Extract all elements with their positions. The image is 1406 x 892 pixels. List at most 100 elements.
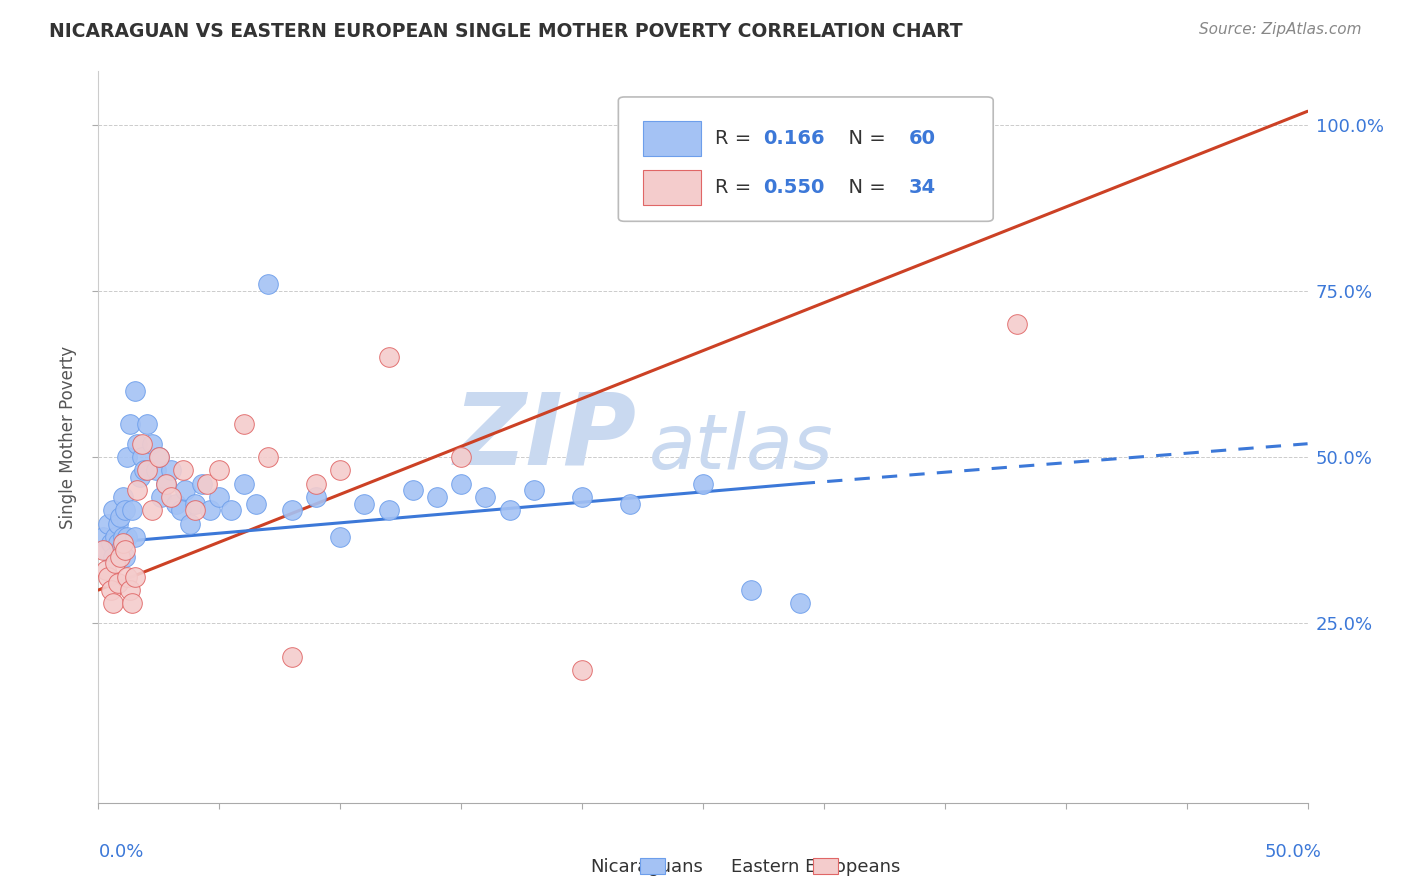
Point <box>101 549 124 564</box>
Point <box>145 463 167 477</box>
Point <box>232 476 254 491</box>
Point <box>174 483 197 498</box>
Point <box>104 557 127 571</box>
Point <box>148 450 170 464</box>
Text: 50.0%: 50.0% <box>1265 843 1322 861</box>
Point <box>91 530 114 544</box>
Point <box>402 483 425 498</box>
Point <box>256 277 278 292</box>
Point <box>108 509 131 524</box>
Point <box>208 490 231 504</box>
Point <box>127 483 149 498</box>
Point <box>100 582 122 597</box>
Point <box>128 470 150 484</box>
Point <box>124 570 146 584</box>
Point <box>450 476 472 491</box>
Point <box>114 543 136 558</box>
Point <box>571 490 593 504</box>
Point <box>107 516 129 531</box>
Point <box>160 463 183 477</box>
Point <box>184 503 207 517</box>
Point <box>100 536 122 550</box>
Point <box>353 497 375 511</box>
Text: 60: 60 <box>908 129 935 148</box>
Bar <box>643 121 700 156</box>
Point <box>107 576 129 591</box>
Point <box>134 463 156 477</box>
Text: R =: R = <box>716 129 758 148</box>
Point <box>111 530 134 544</box>
Text: N =: N = <box>837 178 891 197</box>
Point <box>208 463 231 477</box>
Text: Nicaraguans: Nicaraguans <box>591 858 703 876</box>
Text: Eastern Europeans: Eastern Europeans <box>731 858 900 876</box>
Text: 0.550: 0.550 <box>763 178 825 197</box>
Point <box>94 563 117 577</box>
Text: NICARAGUAN VS EASTERN EUROPEAN SINGLE MOTHER POVERTY CORRELATION CHART: NICARAGUAN VS EASTERN EUROPEAN SINGLE MO… <box>49 22 963 41</box>
Point <box>281 503 304 517</box>
Bar <box>643 170 700 205</box>
Point <box>198 503 221 517</box>
Point <box>450 450 472 464</box>
Point <box>107 536 129 550</box>
Point <box>329 530 352 544</box>
Point <box>184 497 207 511</box>
Point <box>121 503 143 517</box>
Point <box>114 549 136 564</box>
Point <box>619 497 641 511</box>
Point <box>118 417 141 431</box>
Point <box>692 476 714 491</box>
Point <box>474 490 496 504</box>
Point <box>117 450 139 464</box>
Point <box>165 497 187 511</box>
Point <box>155 476 177 491</box>
Point <box>377 351 399 365</box>
Point <box>117 570 139 584</box>
Point <box>305 476 328 491</box>
Text: N =: N = <box>837 129 891 148</box>
Text: 0.166: 0.166 <box>763 129 825 148</box>
Point <box>191 476 214 491</box>
Point <box>179 516 201 531</box>
Point <box>232 417 254 431</box>
Point <box>740 582 762 597</box>
Point <box>101 596 124 610</box>
Point <box>127 436 149 450</box>
FancyBboxPatch shape <box>619 97 993 221</box>
Point <box>135 417 157 431</box>
Text: Source: ZipAtlas.com: Source: ZipAtlas.com <box>1198 22 1361 37</box>
Text: ZIP: ZIP <box>454 389 637 485</box>
Point <box>498 503 520 517</box>
Point <box>160 490 183 504</box>
Point <box>91 543 114 558</box>
Point <box>114 503 136 517</box>
Point <box>108 543 131 558</box>
Point <box>305 490 328 504</box>
Point <box>104 530 127 544</box>
Point <box>111 490 134 504</box>
Point <box>135 463 157 477</box>
Point <box>523 483 546 498</box>
Point <box>131 450 153 464</box>
Point <box>150 490 173 504</box>
Point <box>281 649 304 664</box>
Point <box>571 663 593 677</box>
Text: R =: R = <box>716 178 758 197</box>
Point <box>377 503 399 517</box>
Point <box>108 549 131 564</box>
Point <box>155 476 177 491</box>
Point <box>118 582 141 597</box>
Point <box>169 503 191 517</box>
Point <box>1007 317 1029 331</box>
Point <box>97 516 120 531</box>
Point <box>111 536 134 550</box>
Point <box>101 503 124 517</box>
Point <box>245 497 267 511</box>
Text: 34: 34 <box>908 178 935 197</box>
Text: atlas: atlas <box>648 411 834 485</box>
Point <box>221 503 243 517</box>
Point <box>195 476 218 491</box>
Text: 0.0%: 0.0% <box>98 843 143 861</box>
Point <box>148 450 170 464</box>
Point <box>789 596 811 610</box>
